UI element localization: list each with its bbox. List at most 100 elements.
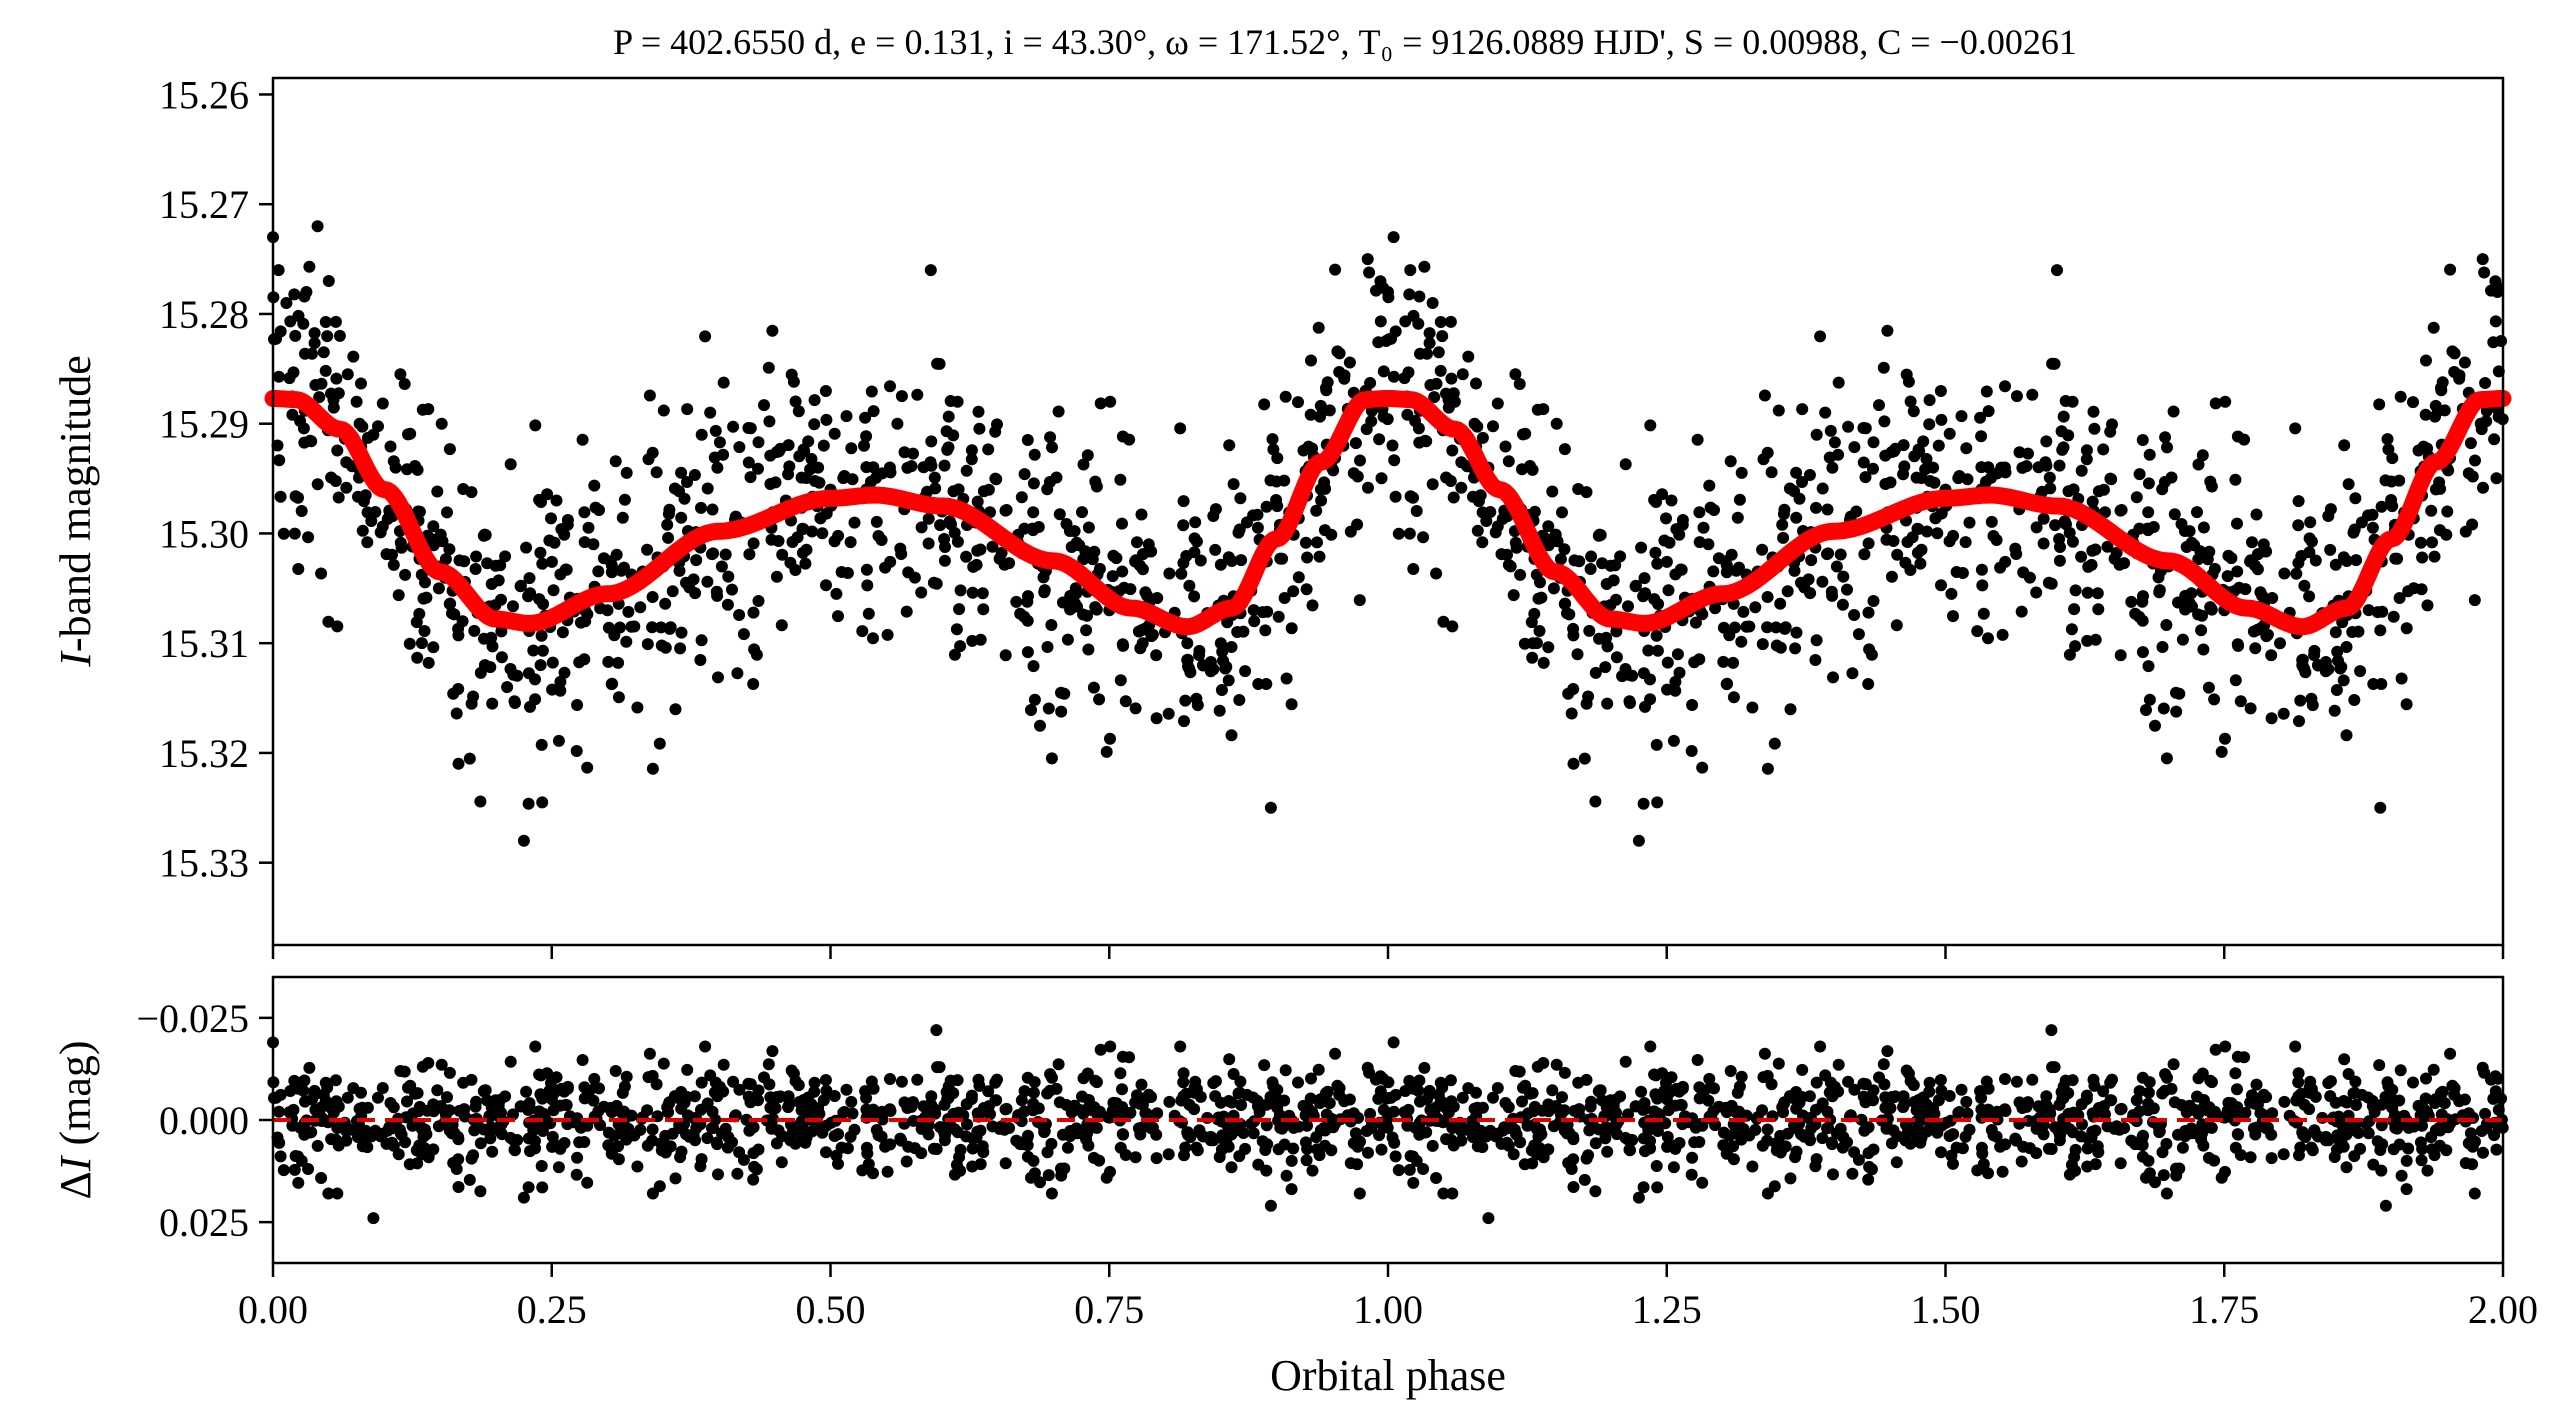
top-data-point xyxy=(837,472,850,485)
residual-point xyxy=(340,1125,353,1137)
residual-point xyxy=(2130,1094,2143,1107)
residual-point xyxy=(2040,1090,2053,1103)
top-data-point xyxy=(879,561,892,574)
top-data-point xyxy=(2464,437,2477,450)
top-data-point xyxy=(1900,368,1913,381)
top-data-point xyxy=(1770,621,1782,634)
residual-point xyxy=(982,1085,995,1098)
top-data-point xyxy=(2192,608,2205,621)
top-data-point xyxy=(1351,518,1364,531)
top-data-point xyxy=(486,640,499,653)
residual-point xyxy=(2048,1061,2061,1074)
bottom-y-axis-title: ΔI (mag) xyxy=(51,1040,100,1199)
top-data-point xyxy=(527,644,540,657)
top-data-point xyxy=(1256,606,1269,619)
residual-point xyxy=(1527,1105,1540,1118)
top-data-point xyxy=(450,707,463,720)
top-data-point xyxy=(1963,516,1976,529)
residual-point xyxy=(2492,1072,2504,1085)
top-data-point xyxy=(1547,582,1560,595)
top-data-point xyxy=(1444,475,1457,487)
top-data-point xyxy=(947,485,960,498)
top-data-point xyxy=(2062,485,2075,498)
residual-point xyxy=(1582,1149,1595,1162)
top-data-point xyxy=(1027,660,1040,673)
top-data-point xyxy=(744,471,757,484)
top-data-point xyxy=(2191,506,2203,519)
residual-point xyxy=(1825,1136,1838,1149)
residual-point xyxy=(458,1103,471,1116)
top-data-point xyxy=(1945,587,1958,600)
residual-point xyxy=(1177,1067,1190,1080)
top-data-point xyxy=(556,626,569,639)
residual-point xyxy=(2293,1149,2305,1162)
residual-point xyxy=(2136,1139,2149,1152)
top-data-point xyxy=(817,439,830,452)
top-data-point xyxy=(1857,456,1870,469)
top-data-point xyxy=(1094,397,1107,410)
top-data-point xyxy=(356,524,369,537)
top-data-point xyxy=(522,667,535,680)
residual-point xyxy=(1299,1109,1312,1122)
top-data-point xyxy=(1093,693,1106,706)
residual-point xyxy=(742,1090,755,1103)
residual-point xyxy=(870,1124,883,1136)
top-data-point xyxy=(991,418,1003,431)
residual-point xyxy=(1756,1139,1769,1152)
top-data-point xyxy=(708,451,721,464)
residual-point xyxy=(2385,1092,2398,1105)
top-data-point xyxy=(609,455,622,468)
residual-point xyxy=(1661,1130,1674,1143)
residual-point xyxy=(529,1040,542,1053)
residual-point xyxy=(2342,1068,2355,1080)
top-data-point xyxy=(1619,458,1632,471)
top-data-point xyxy=(504,458,517,471)
residual-point xyxy=(1632,1191,1645,1204)
top-data-point xyxy=(1304,408,1317,421)
top-data-point xyxy=(2352,625,2365,638)
top-data-point xyxy=(2170,686,2182,699)
residual-point xyxy=(1686,1151,1699,1164)
top-data-point xyxy=(2495,335,2508,347)
residual-point xyxy=(764,1101,777,1114)
top-data-point xyxy=(536,644,549,657)
residual-point xyxy=(681,1063,694,1076)
residual-point xyxy=(1667,1161,1680,1174)
residual-point xyxy=(2375,1164,2388,1177)
top-data-point xyxy=(1055,686,1067,699)
residual-point xyxy=(1015,1094,1028,1107)
top-data-point xyxy=(1982,461,1995,474)
top-data-point xyxy=(646,591,659,603)
top-data-point xyxy=(953,603,966,616)
top-data-point xyxy=(1104,732,1116,745)
top-data-point xyxy=(773,445,786,458)
top-data-point xyxy=(1717,621,1730,634)
top-data-point xyxy=(2303,590,2316,603)
top-data-point xyxy=(1413,290,1426,303)
top-data-point xyxy=(1285,622,1298,635)
top-data-point xyxy=(1137,548,1149,561)
top-data-point xyxy=(2075,550,2088,563)
residual-point xyxy=(2088,1079,2101,1092)
top-data-point xyxy=(322,615,335,628)
residual-point xyxy=(1021,1150,1034,1163)
top-data-point xyxy=(2244,702,2257,715)
top-data-point xyxy=(1426,297,1439,309)
residual-point xyxy=(581,1176,594,1189)
residual-point xyxy=(329,1074,342,1087)
residual-point xyxy=(2466,1158,2479,1171)
residual-point xyxy=(2015,1155,2028,1168)
top-data-point xyxy=(1917,435,1930,448)
top-data-point xyxy=(2086,495,2099,508)
top-data-point xyxy=(1027,477,1040,490)
residual-point xyxy=(1708,1082,1720,1095)
top-data-point xyxy=(604,555,617,568)
top-data-point xyxy=(1863,643,1876,656)
residual-point xyxy=(881,1165,894,1178)
top-data-point xyxy=(573,656,586,669)
top-y-tick-label: 15.33 xyxy=(159,841,249,886)
top-data-point xyxy=(1204,656,1217,668)
residual-point xyxy=(1055,1169,1068,1182)
